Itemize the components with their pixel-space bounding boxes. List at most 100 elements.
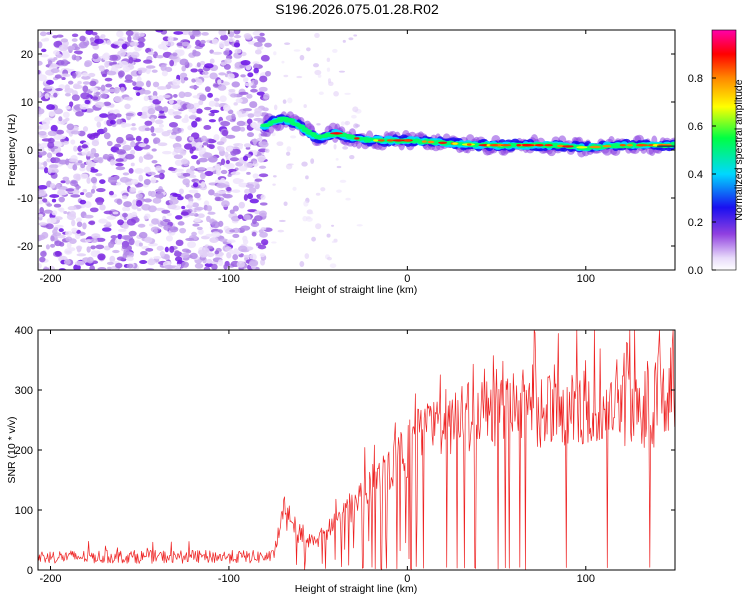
y-tick-label: -10 — [17, 193, 33, 205]
noise-blob — [44, 85, 54, 89]
noise-blob — [168, 98, 174, 105]
noise-blob — [225, 159, 230, 165]
noise-blob — [84, 239, 93, 243]
noise-blob — [208, 189, 215, 196]
noise-blob — [271, 241, 277, 244]
noise-blob — [58, 159, 68, 165]
noise-blob — [260, 132, 268, 137]
noise-blob — [41, 119, 51, 126]
noise-blob — [65, 188, 75, 192]
noise-blob — [115, 162, 124, 167]
noise-blob — [124, 74, 133, 82]
noise-blob — [138, 125, 147, 132]
noise-blob — [110, 67, 118, 72]
noise-blob — [299, 54, 305, 61]
noise-blob — [53, 203, 62, 208]
noise-blob — [106, 70, 117, 76]
noise-blob — [51, 210, 58, 216]
noise-blob — [326, 256, 332, 261]
trace-hot-core — [421, 140, 427, 143]
noise-blob — [258, 173, 269, 178]
noise-blob — [39, 256, 46, 263]
noise-blob — [55, 152, 64, 157]
trace-hot-core — [393, 139, 404, 142]
noise-blob — [129, 187, 137, 193]
noise-blob — [281, 60, 285, 64]
noise-blob — [101, 73, 107, 78]
noise-blob — [254, 215, 263, 222]
noise-blob — [173, 115, 182, 120]
noise-blob — [112, 249, 120, 254]
noise-blob — [126, 218, 136, 226]
noise-blob — [54, 250, 62, 257]
noise-blob — [192, 51, 201, 57]
noise-blob — [247, 193, 254, 200]
noise-blob — [192, 223, 200, 227]
noise-blob — [151, 218, 159, 225]
noise-blob — [39, 206, 45, 214]
noise-blob — [191, 146, 196, 151]
noise-blob — [168, 198, 179, 205]
noise-blob — [93, 153, 100, 158]
snr-ticks: -200 -100 0 100 0 100 200 300 400 — [15, 325, 675, 585]
noise-blob — [181, 261, 189, 268]
noise-blob — [273, 104, 278, 111]
trace-hot-core — [556, 144, 564, 148]
noise-blob — [97, 253, 106, 261]
noise-blob — [114, 143, 122, 148]
noise-blob — [103, 127, 108, 133]
noise-blob — [188, 174, 197, 178]
noise-blob — [40, 123, 50, 130]
noise-blob — [152, 95, 158, 100]
noise-blob — [62, 111, 70, 118]
noise-blob — [62, 50, 70, 57]
noise-blob — [38, 262, 42, 269]
noise-blob — [81, 144, 88, 149]
noise-blob — [154, 127, 164, 133]
noise-blob — [200, 181, 206, 188]
noise-blob — [246, 93, 253, 99]
y-tick-label: 10 — [21, 97, 33, 109]
noise-blob — [193, 102, 200, 108]
noise-blob — [192, 182, 199, 188]
noise-blob — [181, 248, 190, 253]
noise-blob — [329, 263, 337, 268]
noise-blob — [326, 67, 331, 72]
y-tick-label: 0 — [27, 565, 33, 577]
noise-blob — [173, 31, 184, 35]
noise-blob — [252, 160, 258, 164]
noise-blob — [244, 82, 254, 87]
noise-blob — [161, 70, 168, 77]
noise-blob — [55, 143, 63, 147]
noise-blob — [87, 133, 93, 139]
noise-blob — [352, 106, 359, 113]
noise-blob — [157, 142, 168, 147]
noise-blob — [214, 163, 221, 171]
noise-blob — [344, 120, 351, 126]
noise-blob — [189, 85, 199, 89]
noise-blob — [97, 267, 107, 270]
noise-blob — [147, 205, 157, 213]
noise-blob — [56, 129, 65, 135]
noise-blob — [54, 216, 63, 221]
noise-blob — [67, 205, 77, 211]
noise-blob — [238, 201, 245, 209]
noise-blob — [130, 127, 137, 131]
noise-blob — [82, 72, 89, 77]
noise-blob — [293, 49, 301, 52]
noise-blob — [40, 142, 50, 148]
noise-blob — [216, 182, 227, 189]
noise-blob — [119, 60, 129, 68]
noise-blob — [121, 244, 128, 250]
noise-blob — [233, 102, 238, 106]
noise-blob — [90, 132, 101, 137]
noise-blob — [186, 103, 195, 110]
noise-blob — [45, 79, 54, 85]
noise-blob — [58, 228, 64, 233]
noise-blob — [228, 88, 236, 93]
noise-blob — [78, 41, 88, 49]
noise-blob — [102, 54, 110, 61]
noise-blob — [94, 101, 105, 108]
noise-blob — [340, 121, 345, 126]
noise-blob — [106, 140, 113, 147]
